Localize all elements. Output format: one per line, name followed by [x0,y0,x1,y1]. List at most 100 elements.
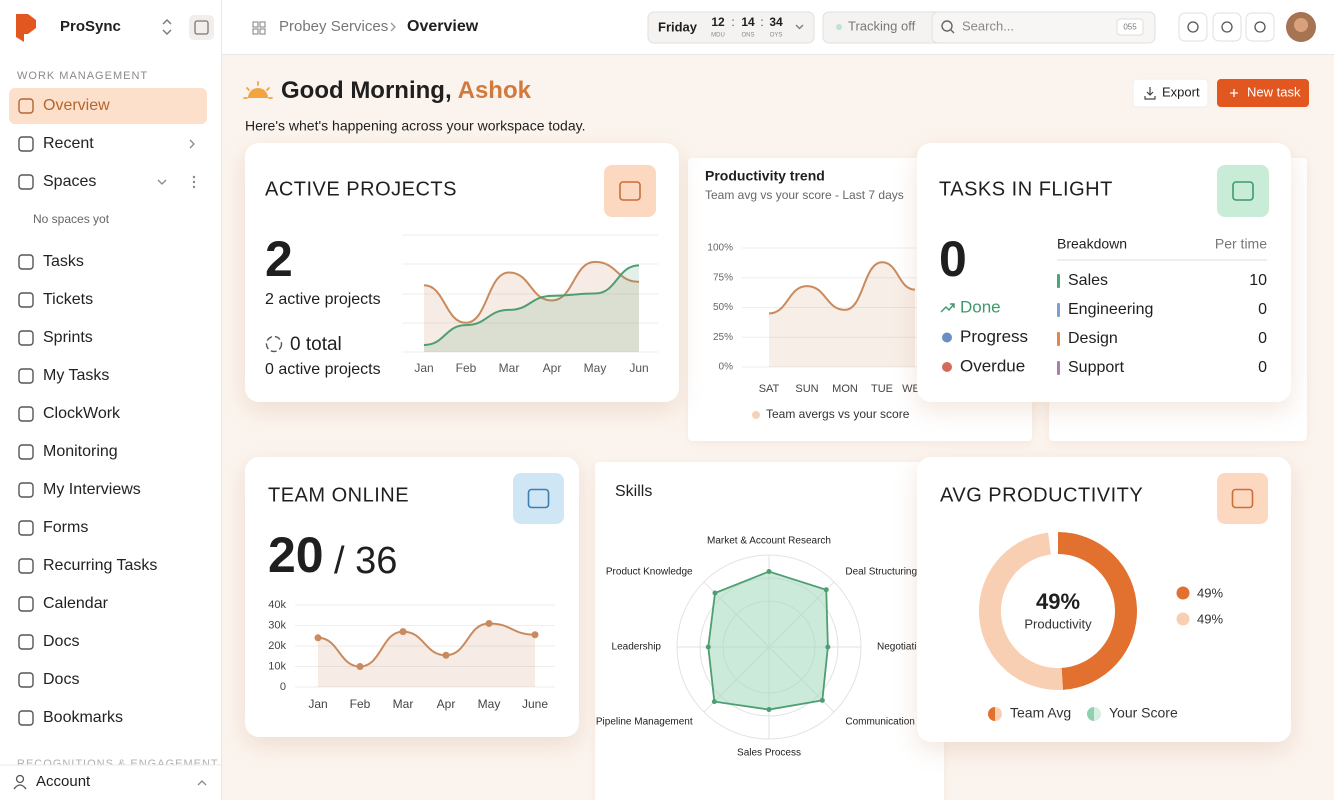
category-name: Sales [1068,272,1108,289]
line [423,260,640,324]
nav-item[interactable]: Tickets [43,291,93,308]
breadcrumb-icon [252,21,259,28]
big-number: 2 [265,231,293,287]
new-task-label[interactable]: New task [1247,84,1301,99]
center-label: Productivity [1024,616,1092,631]
legend-icon-left [988,707,995,721]
search-box[interactable] [931,11,1156,44]
account[interactable]: Account [36,773,91,790]
card-icon-glyph [619,181,641,201]
spaces-menu-dot [192,175,196,179]
logo [16,14,36,42]
nav-item[interactable]: Monitoring [43,443,118,460]
point [314,634,322,642]
search-icon-handle [950,29,955,34]
x-tick-label: SAT [759,383,780,395]
export-label[interactable]: Export [1162,84,1200,99]
tracking[interactable]: Tracking off [848,18,916,33]
category-value: 0 [1258,301,1267,318]
y-tick-label: 25% [713,332,733,343]
nav-item[interactable]: Tasks [43,253,84,270]
icon-button[interactable] [1245,12,1275,42]
nav-icon [18,136,34,152]
area-fill [424,261,639,352]
export-button[interactable] [1132,78,1209,108]
icon-button[interactable] [1212,12,1242,42]
card-title: TASKS IN FLIGHT [939,178,1113,200]
x-tick-label: June [522,697,548,711]
status-dot [942,362,952,372]
nav-icon [18,672,34,688]
nav-item[interactable]: Spaces [43,173,96,190]
nav-item[interactable]: Forms [43,519,88,536]
total: 0 total [290,334,342,355]
nav-item[interactable]: Docs [43,671,79,688]
clock-unit: OYS [770,33,783,39]
nav-item[interactable]: Sprints [43,329,93,346]
spaces-menu-dot [192,185,196,189]
legend-swatch [752,411,760,419]
legend-value: 49% [1197,585,1223,600]
icon-button[interactable] [1178,12,1208,42]
active-nav-bg [9,88,207,124]
plus-icon [1230,89,1238,97]
breakdown-header: Breakdown [1057,236,1127,252]
breadcrumb[interactable]: Probey Services [279,18,388,35]
radar-point [823,587,829,593]
brand-name: ProSync [60,18,121,35]
time-widget [647,11,815,44]
clock-unit: MDU [711,33,725,39]
nav-icon [18,520,34,536]
nav-item[interactable]: Overview [43,97,110,114]
legend-swatch [1176,586,1190,600]
category-value: 10 [1249,272,1267,289]
spaces-chevron[interactable] [157,179,167,185]
nav-item[interactable]: ClockWork [43,405,121,422]
new-task-button[interactable] [1217,79,1309,107]
category-name: Support [1068,359,1125,376]
active-projects-card: ACTIVE PROJECTS 2 2 active projects 0 total… [245,143,679,402]
nav-item[interactable]: Recent [43,135,94,152]
nav-item[interactable]: Calendar [43,595,109,612]
nav-item[interactable]: Recurring Tasks [43,557,157,574]
account-icon [15,774,25,784]
icon-button-glyph [1221,21,1233,33]
x-tick-label: May [584,361,607,375]
nav-icon [18,368,34,384]
collapse-button[interactable] [189,15,214,40]
x-tick-label: Jan [414,361,433,375]
legend-label: Your Score [1109,705,1178,721]
workspace-switch[interactable] [162,19,172,35]
card-icon-glyph [1231,488,1254,509]
nav-icon [18,482,34,498]
card-icon-glyph [1232,181,1254,201]
nav-icon [18,596,34,612]
axis-label: Product Knowledge [606,567,693,578]
area-fill [769,262,915,367]
nav-item[interactable]: My Interviews [43,481,141,498]
nav-item[interactable]: Docs [43,633,79,650]
nav-item[interactable]: My Tasks [43,367,109,384]
y-tick-label: 50% [713,302,733,313]
nav-item[interactable]: Bookmarks [43,709,123,726]
axis-label: Negotiation [877,642,928,653]
point [399,628,407,636]
team-online-card: TEAM ONLINE 20/ 36 0 10k 20k 30k 40k Jan Feb Mar A… [245,457,579,737]
card-icon-glyph [527,488,550,509]
nav-icon [18,406,34,422]
status-icon [940,303,955,313]
line [768,261,916,315]
breadcrumb-icon [252,28,259,35]
x-tick-label: Feb [350,697,371,711]
clock-separator: : [731,15,734,29]
export-icon [1144,87,1156,100]
radar-point [711,699,717,705]
status-dot [942,332,952,343]
radar-point [766,569,772,575]
y-tick-label: 0 [280,681,286,693]
big-number: 0 [939,231,967,287]
skills-card: Skills Market & Account Research Deal Stru… [595,462,944,800]
legend-value: 49% [1197,611,1223,626]
search-placeholder[interactable]: Search... [962,18,1014,33]
axis-label: Communication [845,717,914,728]
